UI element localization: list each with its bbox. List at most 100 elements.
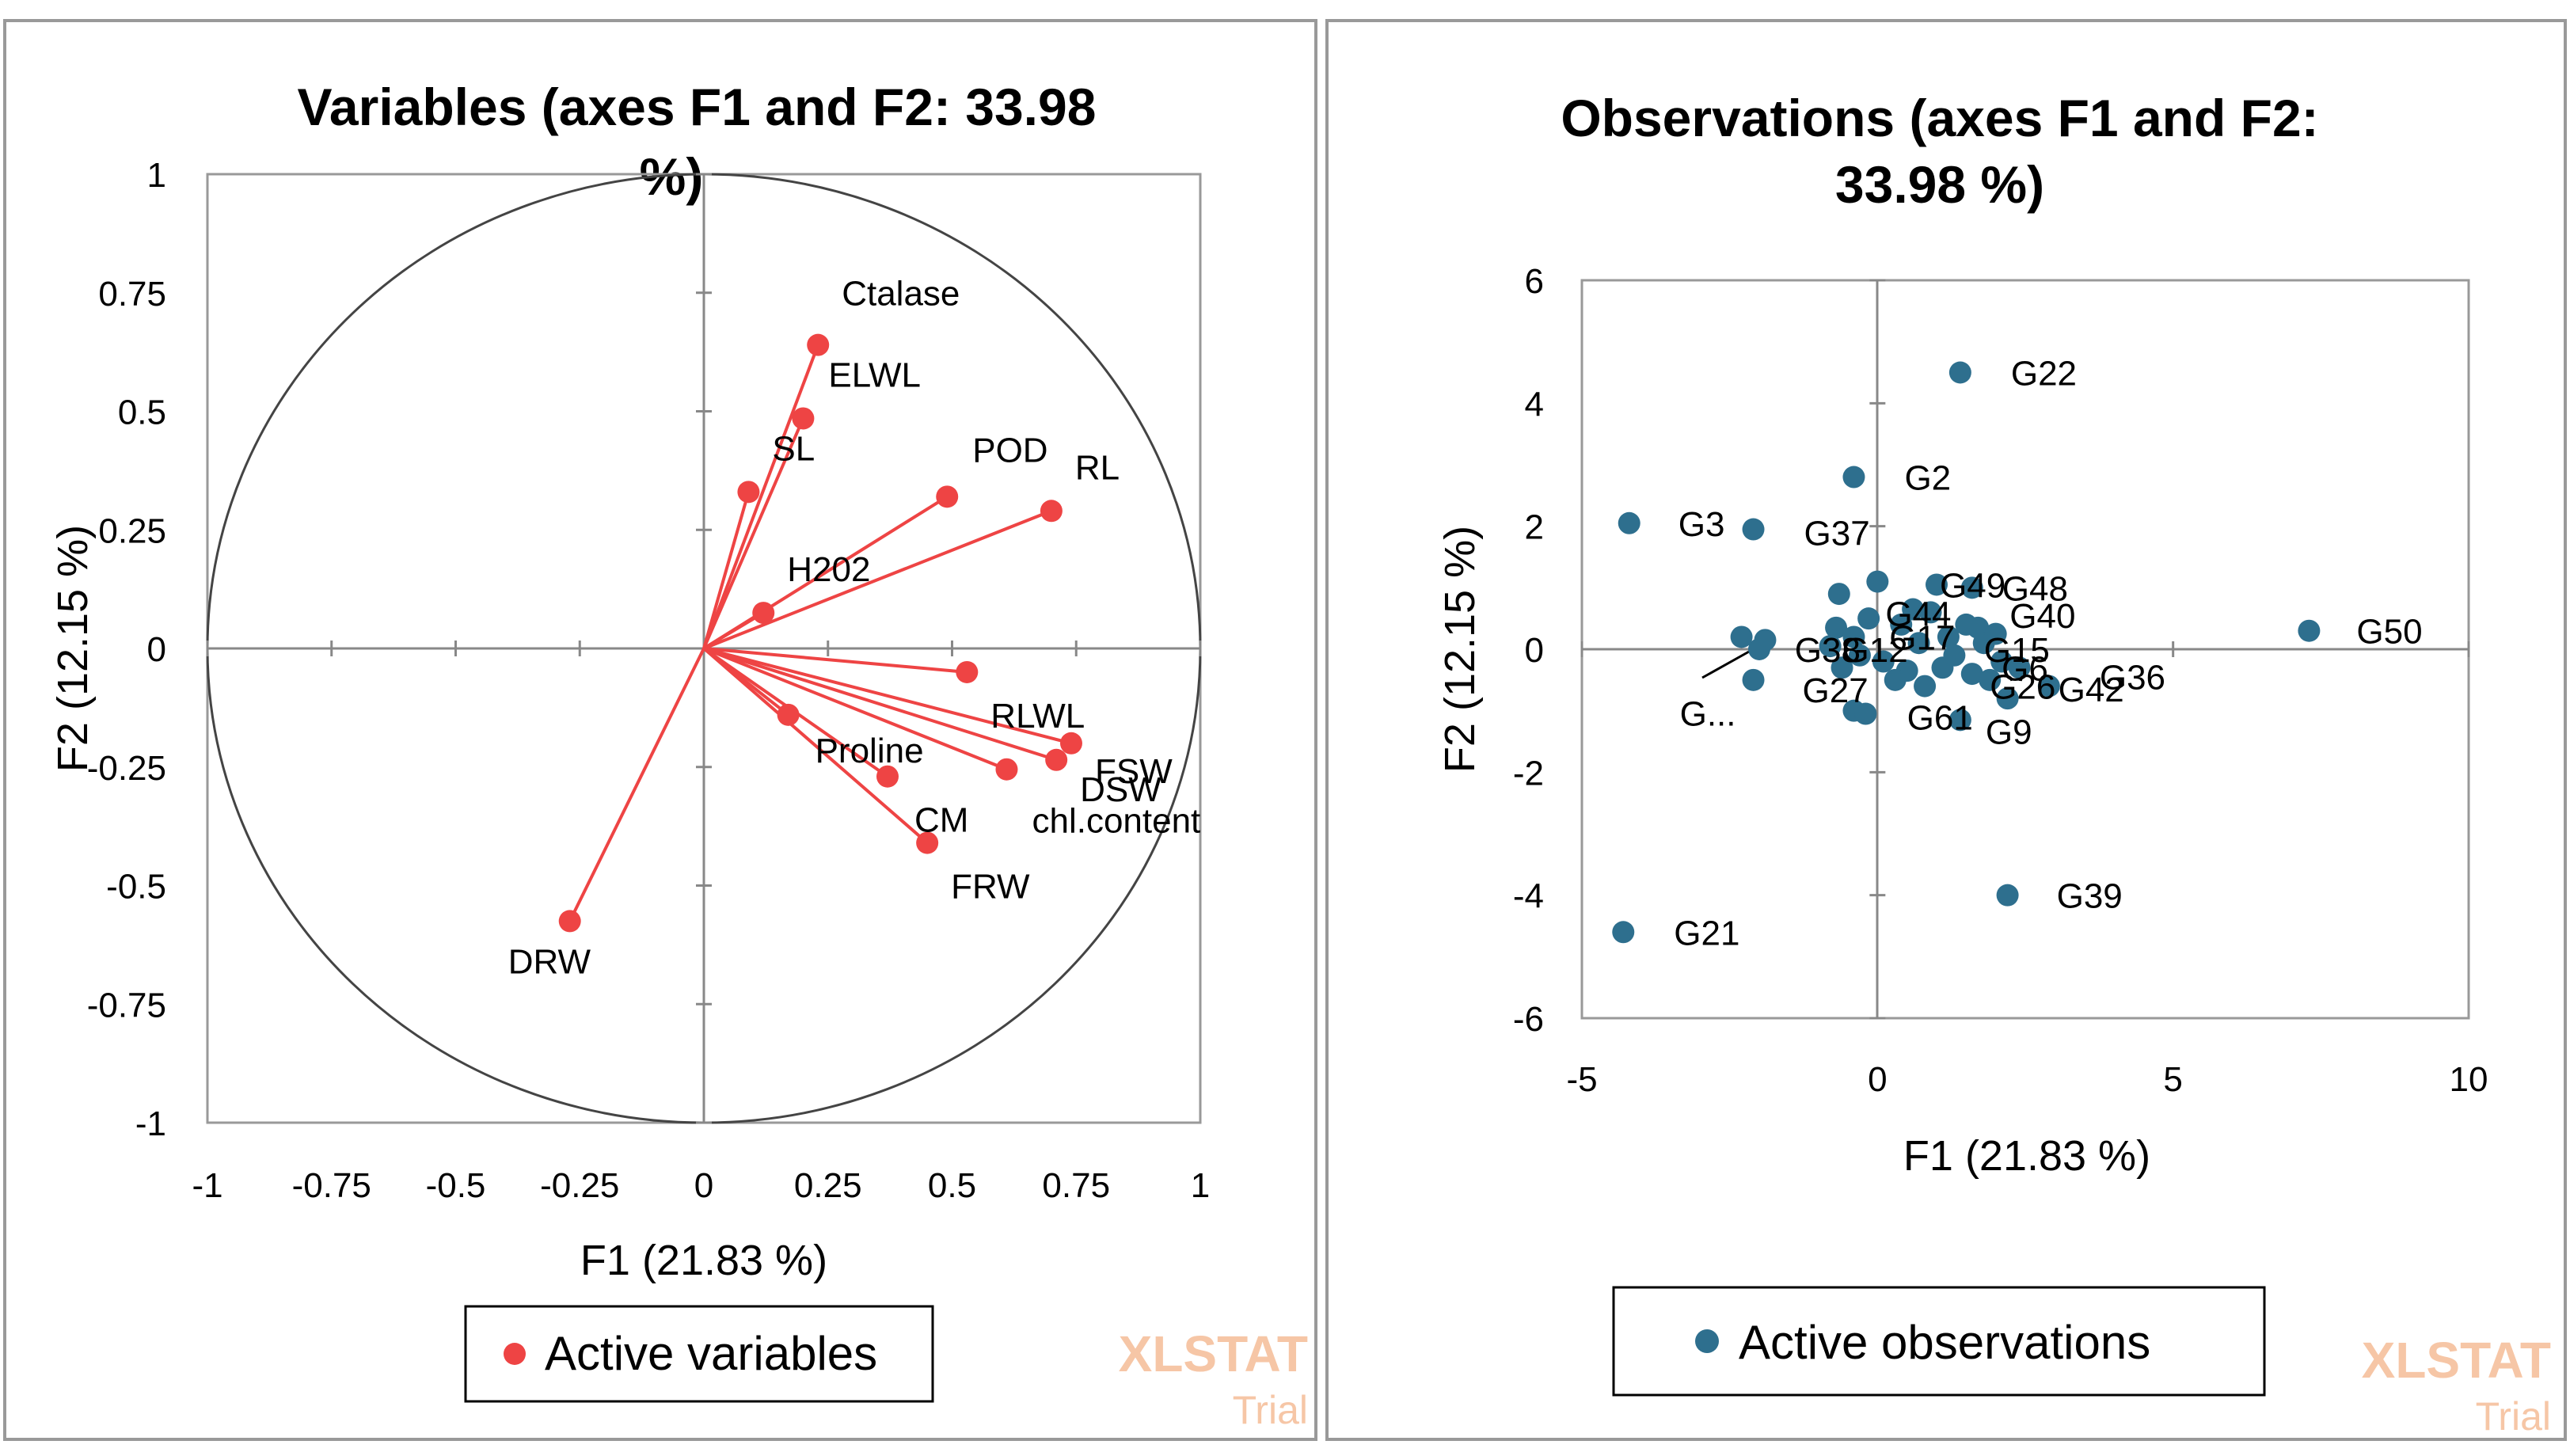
point-h202 [752,602,775,625]
y-tick-label: 6 [1525,262,1544,301]
obs-point-g27 [1742,668,1765,691]
vector-dsw [703,647,1057,762]
obs-point-g49 [1926,573,1948,596]
obs-point-unlabeled-24 [1831,656,1853,679]
y-tick-label: 2 [1525,508,1544,547]
observations-y-axis-title: F2 (12.15 %) [1436,526,1484,773]
variables-y-ticks: 1 0.75 0.5 0.25 0 -0.25 -0.5 -0.75 -1 [87,156,712,1143]
y-tick-label: -0.25 [87,749,166,788]
observations-y-ticks: 6 4 2 0 -2 -4 -6 [1513,262,1886,1039]
variable-points [558,333,1082,933]
obs-point-unlabeled-39 [1979,668,2002,691]
point-fsw [1059,732,1082,755]
obs-point-unlabeled-21 [1842,625,1865,648]
obs-label-g36: G36 [2100,659,2165,698]
obs-label-g21: G21 [1674,914,1739,952]
label-ctalase: Ctalase [842,275,960,314]
left-panel-frame [3,19,1317,1441]
obs-point-unlabeled-32 [1919,601,1942,624]
obs-point-unlabeled-26 [1854,702,1877,725]
vector-fsw [703,647,1072,745]
obs-point-unlabeled-28 [1890,613,1913,636]
label-fsw: FSW [1095,752,1173,791]
observations-title-line1: Observations (axes F1 and F2: [1561,89,2318,147]
point-dsw [1045,748,1068,771]
obs-point-unlabeled-36 [1955,613,1978,636]
vector-frw [702,647,929,845]
variables-title-line1: Variables (axes F1 and F2: 33.98 [298,78,1097,136]
obs-point-unlabeled-17 [1754,629,1777,652]
point-sl [737,481,760,504]
obs-label-g37: G37 [1804,515,1870,553]
obs-overlap-label-g6: G6 [2002,649,2048,688]
obs-point-g9 [1948,709,1971,732]
obs-point-unlabeled-41 [1990,650,2013,673]
variables-chart: Variables (axes F1 and F2: 33.98 %) -1 -0… [49,78,1308,1432]
obs-point-g42 [1996,687,2019,710]
x-tick-label: 0.75 [1042,1166,1110,1205]
observations-chart: Observations (axes F1 and F2: 33.98 %) -… [1436,89,2551,1439]
obs-label-g2: G2 [1904,459,1951,498]
obs-point-g [1730,625,1753,648]
x-tick-label: 0.5 [928,1166,976,1205]
obs-overlap-label-g38: G38 [1795,631,1861,670]
y-tick-label: -4 [1513,877,1544,916]
watermark-left-line1: XLSTAT [1119,1325,1308,1382]
point-drw [558,910,581,933]
label-pod: POD [972,431,1047,469]
y-tick-label: -1 [135,1104,166,1143]
point-elwl [792,407,815,430]
obs-overlap-label-g12: G12 [1842,631,1908,670]
obs-point-g22 [1948,361,1971,384]
variable-labels: Ctalase ELWL SL POD RL H202 RLWL Proline CM FSWDS… [508,275,1201,982]
y-tick-label: 0 [1525,631,1544,670]
point-pod [936,485,959,508]
obs-point-unlabeled-22 [1819,635,1842,658]
x-tick-label: -0.25 [540,1166,619,1205]
vector-rlwl [703,647,968,674]
obs-label-g44: G44 [1885,595,1951,634]
variables-x-axis-title: F1 (21.83 %) [580,1237,827,1284]
label-proline: Proline [815,732,924,770]
label-rl: RL [1075,448,1120,487]
variable-vectors [568,344,1072,922]
observations-legend-marker [1695,1329,1719,1353]
variables-legend-box [464,1305,934,1403]
y-tick-label: 0.5 [118,393,166,432]
vector-elwl [702,417,805,649]
obs-point-unlabeled-18 [1827,583,1850,606]
y-tick-label: -0.5 [106,868,166,907]
vector-h202 [702,611,765,650]
point-frw [916,831,939,854]
vector-ctalase [702,344,820,649]
variables-legend-text: Active variables [545,1327,877,1380]
obs-overlap-label-g61: G61 [1907,698,1973,737]
obs-overlap-label-g26: G26 [1990,668,2055,707]
x-tick-label: -1 [192,1166,222,1205]
obs-point-unlabeled-40 [1984,622,2007,645]
x-tick-label: 5 [2163,1060,2182,1099]
obs-point-g37 [1742,518,1765,541]
obs-point-unlabeled-35 [1943,644,1966,667]
y-tick-label: -2 [1513,754,1544,793]
obs-point-unlabeled-34 [1937,625,1960,648]
y-tick-label: 0.25 [98,511,166,550]
watermark-left-line2: Trial [1233,1388,1308,1432]
obs-label-g9: G9 [1986,713,2032,751]
obs-overlap-label-g15: G15 [1984,631,2050,670]
x-tick-label: 0 [1868,1060,1887,1099]
y-tick-label: -6 [1513,1000,1544,1039]
point-cm [876,765,899,788]
variables-x-ticks: -1 -0.75 -0.5 -0.25 0 0.25 0.5 0.75 1 [192,641,1210,1205]
label-h202: H202 [787,550,870,589]
obs-label-g48: G48 [2002,569,2068,608]
x-tick-label: 0 [694,1166,713,1205]
obs-point-g39 [1996,884,2019,907]
observations-x-axis-title: F1 (21.83 %) [1903,1132,2150,1180]
y-tick-label: 0 [147,630,166,669]
obs-point-unlabeled-31 [1914,675,1937,698]
x-tick-label: -5 [1566,1060,1597,1099]
variables-legend-marker [504,1343,526,1365]
obs-label-g22: G22 [2011,355,2077,393]
